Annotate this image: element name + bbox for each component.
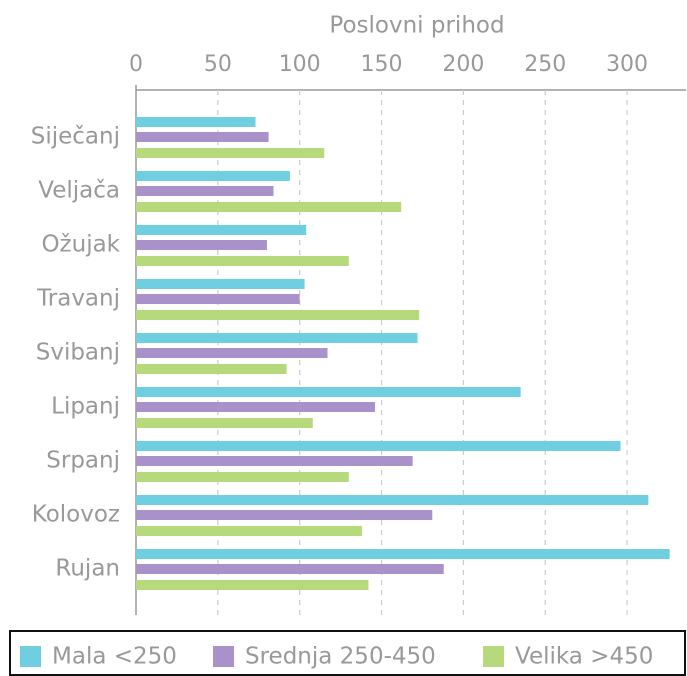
legend-swatch: [213, 646, 234, 667]
bar: [136, 148, 325, 158]
x-axis-title: Poslovni prihod: [329, 13, 504, 39]
x-tick-label: 150: [361, 52, 403, 77]
legend-label: Srednja 250-450: [245, 644, 436, 670]
bar: [136, 364, 287, 374]
bar: [136, 580, 369, 590]
y-tick-label: Travanj: [36, 286, 120, 312]
bar: [136, 526, 362, 536]
x-tick-label: 100: [279, 52, 321, 77]
bar: [136, 348, 328, 358]
y-tick-label: Svibanj: [36, 340, 120, 366]
x-tick-label: 300: [606, 52, 648, 77]
bar: [136, 132, 269, 142]
bar: [136, 117, 256, 127]
bar: [136, 202, 402, 212]
y-tick-label: Srpanj: [46, 448, 120, 474]
legend-box: [9, 630, 686, 676]
bar: [136, 441, 621, 451]
bar: [136, 240, 267, 250]
bar: [136, 171, 290, 181]
legend-label: Velika >450: [515, 644, 653, 670]
bar: [136, 456, 413, 466]
bar: [136, 564, 444, 574]
bar: [136, 256, 349, 266]
x-tick-label: 200: [442, 52, 484, 77]
y-tick-label: Veljača: [38, 178, 120, 204]
bar: [136, 418, 313, 428]
bar: [136, 186, 274, 196]
bar: [136, 402, 375, 412]
y-tick-label: Rujan: [55, 556, 120, 582]
bar: [136, 279, 305, 289]
bar: [136, 549, 670, 559]
bar: [136, 333, 418, 343]
y-tick-label: Ožujak: [41, 232, 120, 258]
x-tick-label: 0: [129, 52, 143, 77]
bar: [136, 294, 300, 304]
bar: [136, 310, 420, 320]
x-tick-label: 250: [524, 52, 566, 77]
y-tick-label: Siječanj: [31, 124, 120, 150]
legend-swatch: [20, 646, 41, 667]
legend-swatch: [483, 646, 504, 667]
bar: [136, 225, 307, 235]
bar: [136, 472, 349, 482]
bar: [136, 387, 521, 397]
legend-label: Mala <250: [52, 644, 177, 670]
x-tick-label: 50: [204, 52, 232, 77]
y-tick-label: Lipanj: [51, 394, 120, 420]
bar: [136, 510, 433, 520]
y-tick-label: Kolovoz: [32, 502, 120, 528]
bar: [136, 495, 649, 505]
